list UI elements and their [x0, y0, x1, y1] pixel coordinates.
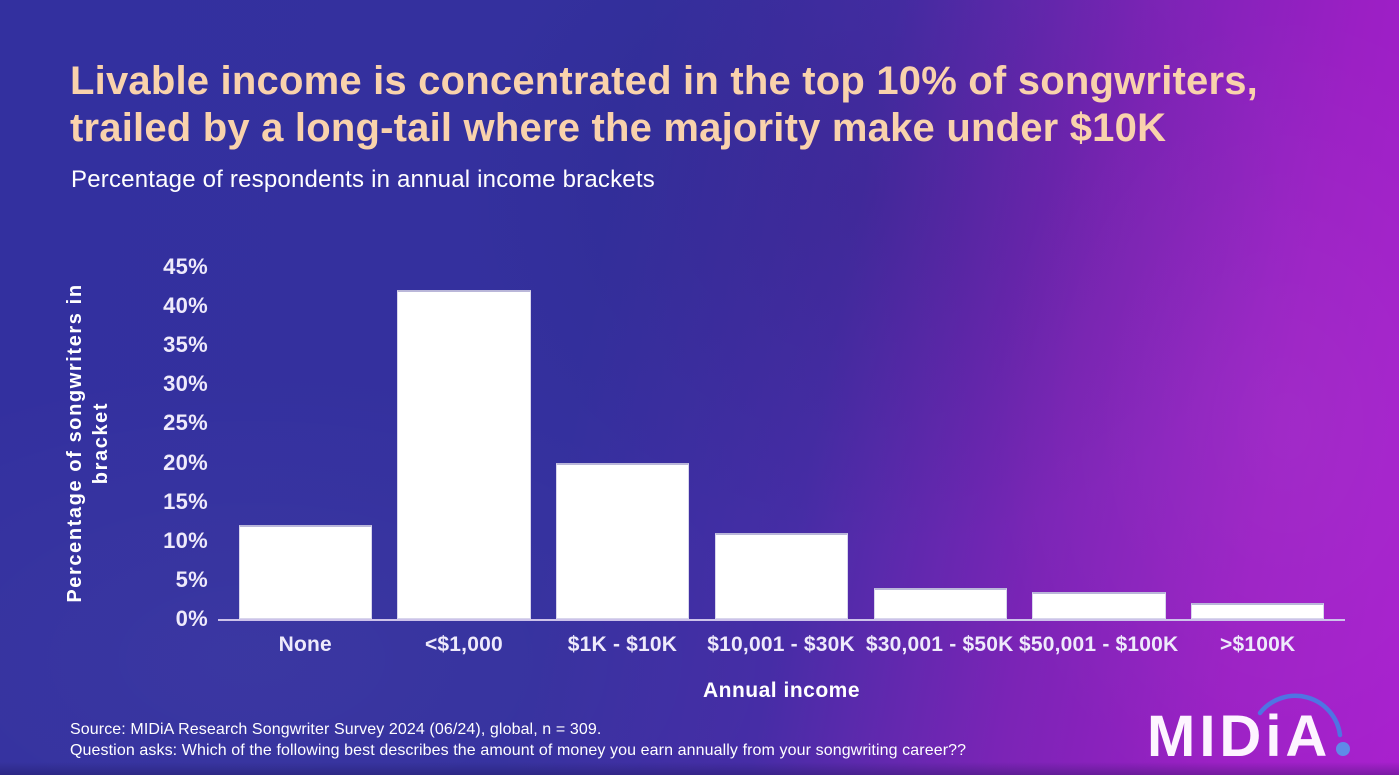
- bar: [714, 532, 849, 619]
- x-tick-label: <$1,000: [424, 633, 503, 656]
- y-tick-label: 10%: [163, 527, 208, 553]
- x-axis-labels: None <$1,000 $1K - $10K $10,001 - $30K $30,0…: [218, 633, 1345, 657]
- bar-slot: [226, 267, 385, 619]
- x-tick-label: >$100K: [1220, 633, 1296, 656]
- bar-slot: [1178, 267, 1337, 619]
- bar: [873, 587, 1007, 619]
- bar: [238, 525, 373, 619]
- bar: [1191, 603, 1325, 619]
- x-tick-label: $50,001 - $100K: [1018, 633, 1179, 656]
- plot-area: [218, 267, 1345, 621]
- x-tick-label: $10,001 - $30K: [707, 633, 855, 656]
- chart-headline-line2: trailed by a long-tail where the majorit…: [70, 106, 1167, 151]
- bar-slot: [861, 267, 1020, 619]
- y-tick-label: 25%: [163, 410, 208, 436]
- y-tick-label: 15%: [163, 488, 208, 514]
- y-tick-label: 45%: [163, 254, 208, 279]
- question-line: Question asks: Which of the following be…: [70, 742, 967, 760]
- y-tick-label: 35%: [163, 332, 208, 358]
- bars: [218, 267, 1345, 619]
- y-axis-title-line1: Percentage of songwriters in: [64, 283, 86, 603]
- bar: [556, 462, 690, 619]
- y-tick-label: 0%: [175, 606, 208, 631]
- bar: [397, 290, 531, 619]
- source-note: Source: MIDiA Research Songwriter Survey…: [70, 719, 1100, 761]
- chart-headline: Livable income is concentrated in the to…: [70, 58, 1360, 152]
- y-tick-label: 30%: [163, 371, 208, 397]
- bar: [1032, 591, 1166, 619]
- bar-slot: [1020, 267, 1179, 619]
- y-tick-label: 40%: [163, 293, 208, 319]
- x-tick-label: $30,001 - $50K: [865, 633, 1014, 656]
- logo-text: MIDiA: [1147, 704, 1331, 769]
- chart-headline-line1: Livable income is concentrated in the to…: [70, 59, 1259, 103]
- y-tick-label: 20%: [163, 449, 208, 475]
- x-tick-label: None: [278, 633, 332, 656]
- y-tick-label: 5%: [175, 566, 208, 592]
- x-tick-label: $1K - $10K: [567, 633, 678, 656]
- chart-subtitle: Percentage of respondents in annual inco…: [71, 166, 655, 193]
- bar-chart: Percentage of songwriters in bracket 0% 5…: [40, 254, 1360, 717]
- bar-slot: [702, 267, 861, 619]
- bar-slot: [385, 267, 544, 619]
- bar-slot: [543, 267, 702, 619]
- x-axis-title: Annual income: [702, 679, 861, 702]
- midia-logo: MIDiA: [1147, 693, 1350, 769]
- logo-arc-icon: [1257, 693, 1343, 738]
- source-line: Source: MIDiA Research Songwriter Survey…: [70, 721, 602, 738]
- y-axis-ticks: 0% 5% 10% 15% 20% 25% 30% 35% 40% 45%: [110, 254, 208, 631]
- logo-arc-dot-icon: [1336, 742, 1350, 756]
